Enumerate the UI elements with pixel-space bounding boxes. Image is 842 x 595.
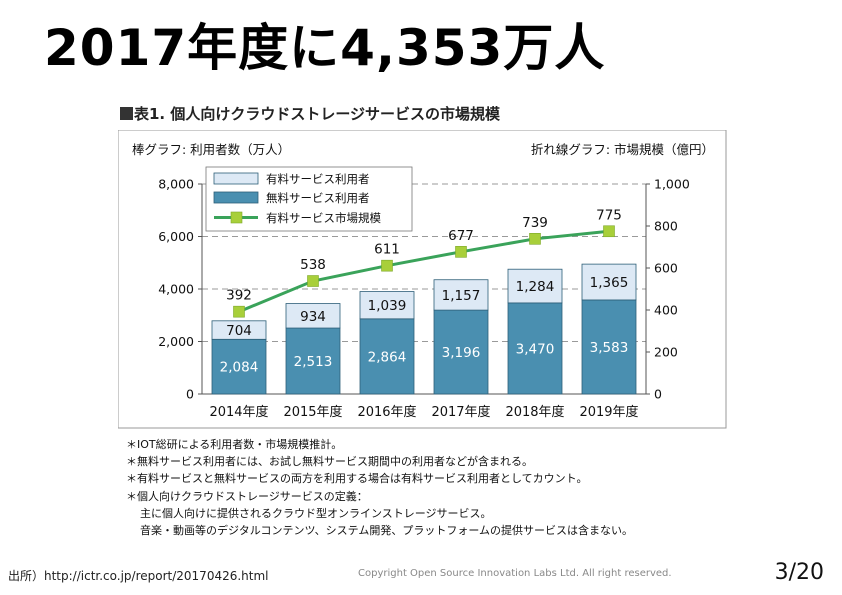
market-size-polyline xyxy=(238,229,610,314)
paid-users-value: 1,157 xyxy=(442,288,481,304)
market-size-marker xyxy=(603,225,615,238)
right-tick-label: 200 xyxy=(654,345,678,360)
category-label: 2018年度 xyxy=(505,404,564,420)
bar-free-users xyxy=(285,327,341,395)
bar-free-users xyxy=(581,299,637,395)
market-size-value: 739 xyxy=(522,215,548,231)
note-line: ＊個人向けクラウドストレージサービスの定義： xyxy=(126,489,368,503)
bar-free-users xyxy=(211,338,267,395)
legend-swatch-paid xyxy=(213,172,259,185)
note-definition-line: 音楽・動画等のデジタルコンテンツ、システム開発、プラットフォームの提供サービスは… xyxy=(140,524,634,538)
right-tick-label: 800 xyxy=(654,219,678,234)
category-label: 2019年度 xyxy=(579,404,638,420)
note-line: ＊IOT総研による利用者数・市場規模推計。 xyxy=(126,438,343,451)
market-size-value: 775 xyxy=(596,207,622,223)
right-axis-ticks: 0 200 400 600 800 1,000 xyxy=(646,177,690,402)
bar-paid-users xyxy=(581,263,637,301)
right-tick-label: 600 xyxy=(654,261,678,276)
bar-paid-users xyxy=(507,268,563,304)
copyright: Copyright Open Source Innovation Labs Lt… xyxy=(358,568,672,579)
free-users-value: 2,513 xyxy=(294,354,333,370)
bar-paid-users xyxy=(359,291,415,320)
notes: ＊IOT総研による利用者数・市場規模推計。 ＊無料サービス利用者には、お試し無料… xyxy=(126,436,746,539)
paid-users-value: 704 xyxy=(226,323,252,339)
category-label: 2014年度 xyxy=(209,404,268,420)
caption-square-icon xyxy=(120,107,133,120)
note-line: ＊無料サービス利用者には、お試し無料サービス期間中の利用者などが含まれる。 xyxy=(126,455,533,469)
slide-title: 2017年度に4,353万人 xyxy=(44,19,606,77)
free-users-value: 3,470 xyxy=(516,341,555,357)
right-tick-label: 1,000 xyxy=(654,177,690,192)
source-link[interactable]: 出所）http://ictr.co.jp/report/20170426.htm… xyxy=(8,569,269,583)
figure-caption: 表1. 個人向けクラウドストレージサービスの市場規模 xyxy=(120,103,500,124)
paid-users-value: 934 xyxy=(300,309,326,325)
bar-free-users xyxy=(359,318,415,395)
figure-caption-text: 表1. 個人向けクラウドストレージサービスの市場規模 xyxy=(134,105,501,123)
market-size-line: 392 538 611 677 739 775 xyxy=(226,207,622,318)
left-tick-label: 4,000 xyxy=(158,282,194,297)
bar-paid-users xyxy=(433,279,489,311)
bar-paid-users xyxy=(285,303,341,329)
free-users-value: 3,583 xyxy=(590,340,629,356)
right-tick-label: 400 xyxy=(654,303,678,318)
legend-label-line: 有料サービス市場規模 xyxy=(266,211,381,225)
category-labels: 2014年度 2015年度 2016年度 2017年度 2018年度 2019年度 xyxy=(209,404,638,420)
legend-label-paid: 有料サービス利用者 xyxy=(266,172,370,186)
left-tick-label: 0 xyxy=(186,387,194,402)
market-size-marker xyxy=(233,305,245,318)
paid-users-value: 1,039 xyxy=(368,298,407,314)
bar-free-users xyxy=(433,309,489,395)
market-size-marker xyxy=(381,259,393,272)
right-tick-label: 0 xyxy=(654,387,662,402)
left-tick-label: 2,000 xyxy=(158,334,194,349)
paid-users-value: 1,365 xyxy=(590,275,629,291)
free-users-value: 2,864 xyxy=(368,349,407,365)
legend-swatch-marker xyxy=(230,211,243,224)
left-tick-label: 6,000 xyxy=(158,229,194,244)
free-users-value: 3,196 xyxy=(442,345,481,361)
category-label: 2015年度 xyxy=(283,404,342,420)
note-line: ＊有料サービスと無料サービスの両方を利用する場合は有料サービス利用者としてカウン… xyxy=(126,472,588,486)
category-label: 2016年度 xyxy=(357,404,416,420)
market-size-marker xyxy=(307,275,319,287)
legend-label-free: 無料サービス利用者 xyxy=(266,191,370,205)
paid-users-value: 1,284 xyxy=(516,279,555,295)
note-definition-line: 主に個人向けに提供されるクラウド型オンラインストレージサービス。 xyxy=(140,506,492,520)
category-label: 2017年度 xyxy=(431,404,490,420)
free-users-value: 2,084 xyxy=(220,360,259,376)
left-axis-ticks: 0 2,000 4,000 6,000 8,000 xyxy=(158,177,202,402)
market-size-value: 677 xyxy=(448,228,474,244)
right-axis-title: 折れ線グラフ: 市場規模（億円） xyxy=(531,142,714,157)
market-size-value: 392 xyxy=(226,288,252,304)
page-number: 3/20 xyxy=(774,560,824,585)
market-size-marker xyxy=(455,246,467,258)
market-size-value: 611 xyxy=(374,242,400,258)
legend-swatch-free xyxy=(213,191,259,204)
market-size-chart: 棒グラフ: 利用者数（万人） 折れ線グラフ: 市場規模（億円） 0 2,000 4,… xyxy=(118,130,727,429)
bar-free-users xyxy=(507,302,563,395)
left-tick-label: 8,000 xyxy=(158,177,194,192)
bar-paid-users xyxy=(211,320,267,340)
market-size-marker xyxy=(529,233,541,245)
market-size-value: 538 xyxy=(300,257,326,273)
left-axis-title: 棒グラフ: 利用者数（万人） xyxy=(132,142,290,157)
bars: 2,084 704 2,513 934 2,864 1,039 3,196 1,157 3,47… xyxy=(211,263,637,395)
